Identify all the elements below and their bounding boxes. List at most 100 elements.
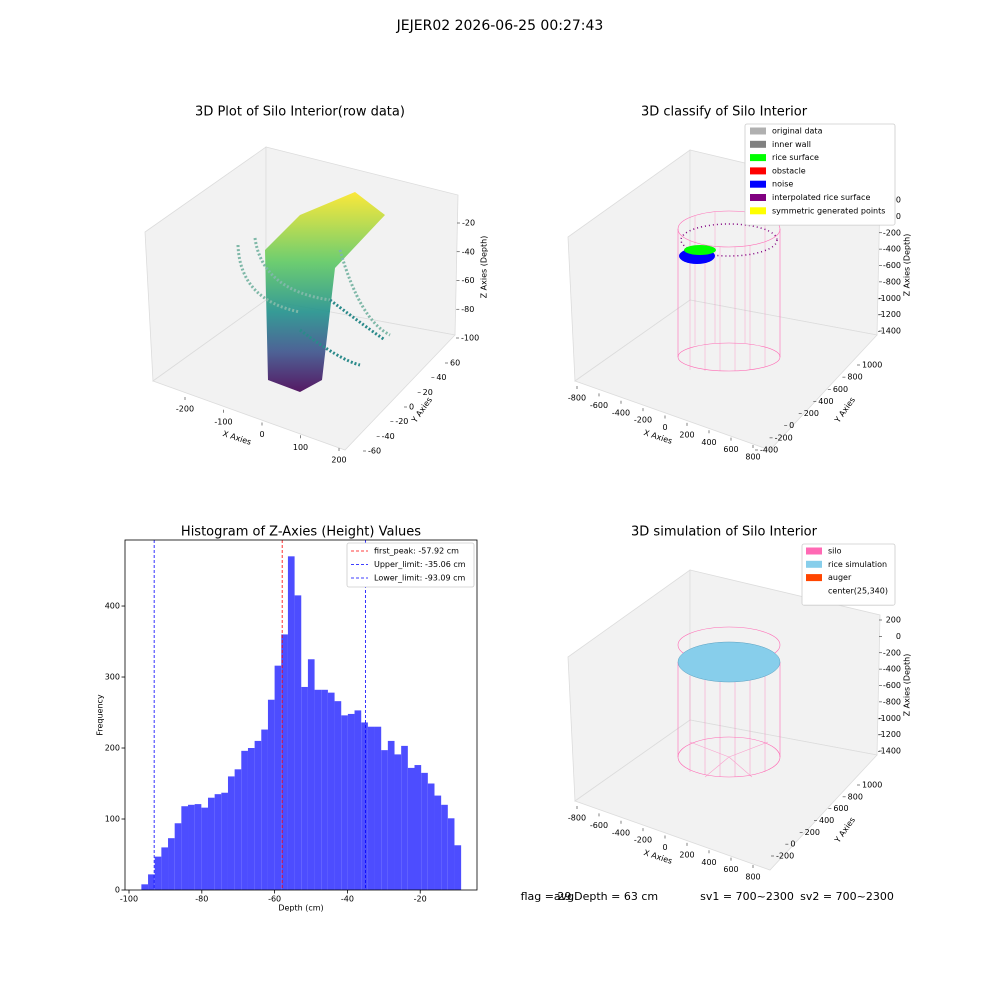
x-tick-label: 200 [679,430,694,439]
bar [141,884,149,890]
bar [174,823,182,890]
legend-swatch [750,180,766,188]
axis-label: X Axies [643,428,674,446]
bar [401,745,408,890]
z-tick-label: -1400 [878,327,901,336]
y-tick-label: 0 [409,403,414,412]
y-tick-label: 0 [789,421,794,430]
x-tick-label: -800 [568,394,586,403]
z-tick-label: -1000 [878,714,901,723]
z-tick-label: 200 [886,616,901,625]
y-tick-label: 60 [450,359,460,368]
axis-label: Z Axies (Depth) [903,234,912,297]
y-tick-label: 1000 [862,781,882,790]
axis-label: Y Axies [832,396,857,426]
bar [374,726,382,890]
legend-label: original data [772,127,823,136]
axis-label: Z Axies (Depth) [903,654,912,717]
y-tick-label: 300 [105,673,120,682]
x-tick-label: -60 [268,895,281,904]
bar [261,729,268,890]
legend-swatch [750,207,766,215]
y-tick-label: -400 [760,446,778,455]
legend-box [744,123,896,226]
legend-swatch [750,127,766,135]
y-tick-label: 600 [833,804,848,813]
bar [341,715,348,890]
footer-text: avgDepth = 63 cm [554,890,658,903]
legend-label: Lower_limit: -93.09 cm [374,574,466,583]
bar [241,750,248,890]
bar [354,710,362,890]
axes-3d-frame [144,146,459,451]
bar [247,748,255,890]
y-tick-label: 1000 [862,361,882,370]
y-tick-label: 200 [105,744,120,753]
y-tick-label: 400 [105,602,120,611]
bar [201,807,208,890]
z-tick-label: -400 [883,245,901,254]
plot-frame [124,539,478,891]
bar [381,750,388,890]
bar [361,722,368,890]
x-tick-label: -600 [590,821,608,830]
footer-text: flag = 29 [521,890,572,903]
z-tick-label: -200 [883,648,901,657]
legend-label: Upper_limit: -35.06 cm [374,560,466,569]
bar [154,856,162,890]
bar [207,797,215,890]
x-tick-label: 0 [662,843,667,852]
z-tick-label: -60 [462,276,475,285]
legend-label: center(25,340) [828,586,888,595]
z-tick-label: -100 [461,334,479,343]
x-tick-label: 100 [293,443,308,452]
bar [168,838,175,890]
x-tick-label: 0 [259,430,264,439]
axis-label: X Axies [643,848,674,866]
legend-swatch [750,194,766,201]
x-tick-label: -20 [414,895,427,904]
bar [334,701,342,890]
legend-label: silo [828,547,842,556]
y-tick-label: 400 [819,816,834,825]
x-tick-label: -200 [634,416,652,425]
bar [327,692,335,890]
y-tick-label: 800 [848,792,863,801]
y-tick-label: -200 [776,852,794,861]
x-axis-label: Depth (cm) [278,904,323,913]
bar [188,804,195,890]
bar [434,795,442,890]
x-tick-label: 200 [331,456,346,465]
legend-swatch [806,560,822,568]
y-tick-label: 0 [115,886,120,895]
bar [427,783,435,890]
chart-title: Histogram of Z-Axies (Height) Values [181,525,421,540]
z-tick-label: -1400 [878,747,901,756]
bar [387,740,395,890]
x-tick-label: -40 [341,895,354,904]
x-tick-label: 400 [701,858,716,867]
y-tick-label: -200 [775,433,793,442]
y-tick-label: -60 [368,447,381,456]
z-tick-label: -600 [883,681,901,690]
y-tick-label: 800 [847,373,862,382]
bar [394,754,402,890]
bar [274,665,282,890]
z-tick-label: -200 [883,228,901,237]
x-tick-label: 400 [701,438,716,447]
bar [301,686,308,890]
bar [454,845,462,890]
x-tick-label: -200 [176,405,194,414]
x-tick-label: 600 [723,865,738,874]
z-tick-label: -1000 [878,294,901,303]
legend-label: obstacle [772,166,806,175]
legend-label: interpolated rice surface [772,193,870,202]
bar [314,689,322,890]
bar [421,772,428,890]
footer-text: sv2 = 700~2300 [800,890,894,903]
z-tick-label: -80 [461,305,474,314]
x-tick-label: -400 [612,828,630,837]
y-tick-label: 0 [790,840,795,849]
z-tick-label: -400 [883,665,901,674]
bar [181,806,189,890]
